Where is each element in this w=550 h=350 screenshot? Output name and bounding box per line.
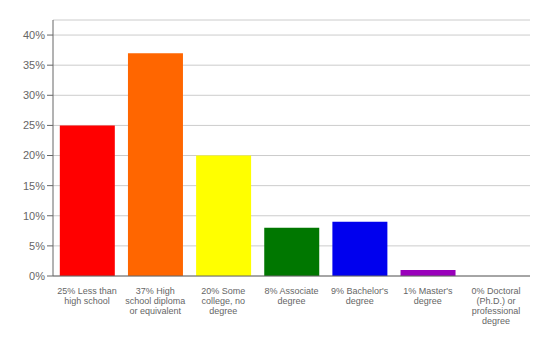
svg-text:40%: 40%	[23, 29, 45, 41]
svg-text:1% Master'sdegree: 1% Master'sdegree	[403, 286, 453, 306]
svg-text:30%: 30%	[23, 89, 45, 101]
svg-text:25% Less thanhigh school: 25% Less thanhigh school	[57, 286, 117, 306]
svg-text:10%: 10%	[23, 210, 45, 222]
svg-text:0%: 0%	[29, 270, 45, 282]
svg-text:35%: 35%	[23, 59, 45, 71]
svg-text:15%: 15%	[23, 180, 45, 192]
svg-text:20% Somecollege, nodegree: 20% Somecollege, nodegree	[201, 286, 245, 316]
svg-text:25%: 25%	[23, 119, 45, 131]
svg-text:5%: 5%	[29, 240, 45, 252]
svg-text:8% Associatedegree: 8% Associatedegree	[264, 286, 318, 306]
svg-text:37% Highschool diplomaor equiv: 37% Highschool diplomaor equivalent	[125, 286, 185, 316]
svg-text:9% Bachelor'sdegree: 9% Bachelor'sdegree	[331, 286, 389, 306]
svg-text:0% Doctoral(Ph.D.) orprofessio: 0% Doctoral(Ph.D.) orprofessionaldegree	[471, 286, 520, 326]
svg-text:20%: 20%	[23, 149, 45, 161]
